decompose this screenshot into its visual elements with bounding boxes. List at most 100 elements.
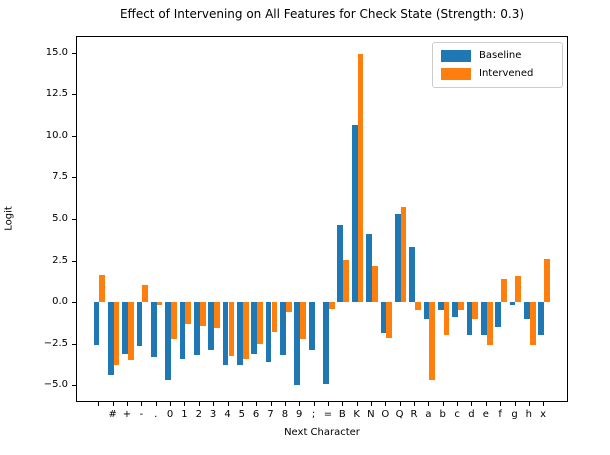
bar-baseline-cat24 <box>437 302 444 311</box>
x-tick-label: O <box>381 409 390 420</box>
bar-intervened-cat11 <box>257 302 263 344</box>
bar-intervened-cat26 <box>472 302 479 319</box>
x-tick-mark <box>543 402 545 406</box>
legend: Baseline Intervened <box>432 42 563 88</box>
x-tick-mark <box>414 402 415 406</box>
y-tick-label: 7.5 <box>52 171 68 183</box>
bar-baseline-cat19 <box>366 234 372 303</box>
bar-baseline-cat29 <box>509 302 516 306</box>
y-tick-label: 0.0 <box>52 296 68 308</box>
bar-intervened-cat13 <box>285 302 292 313</box>
bar-intervened-cat28 <box>501 278 507 303</box>
bar-baseline-cat22 <box>409 247 415 303</box>
x-tick-label: B <box>338 409 346 420</box>
bar-baseline-cat27 <box>480 302 487 336</box>
bar-baseline-cat17 <box>337 224 344 303</box>
x-tick-mark <box>327 402 329 406</box>
x-tick-mark <box>471 402 473 406</box>
intervened-color-swatch <box>441 68 471 80</box>
x-tick-mark <box>428 402 430 406</box>
y-tick-label: 2.5 <box>52 254 68 266</box>
x-tick-mark <box>356 402 358 406</box>
x-tick-label: K <box>353 409 360 420</box>
bar-intervened-cat1 <box>113 302 120 365</box>
bar-intervened-cat22 <box>415 302 421 310</box>
x-tick-label: c <box>454 409 460 420</box>
x-tick-mark <box>442 402 444 406</box>
y-tick-mark <box>72 343 76 345</box>
x-tick-mark <box>270 402 272 406</box>
x-tick-label: # <box>108 409 117 420</box>
bar-baseline-cat21 <box>394 214 401 303</box>
y-tick-mark <box>72 94 76 96</box>
bar-baseline-cat3 <box>136 302 143 347</box>
bar-intervened-cat30 <box>529 302 536 346</box>
bar-baseline-cat12 <box>265 302 272 363</box>
x-axis-label: Next Character <box>284 427 360 438</box>
bar-baseline-cat16 <box>323 302 329 384</box>
x-tick-mark <box>528 402 530 406</box>
x-tick-mark <box>313 402 315 406</box>
x-tick-label: . <box>154 409 158 420</box>
y-tick-label: 15.0 <box>45 46 68 58</box>
bar-baseline-cat9 <box>222 302 229 365</box>
x-tick-mark <box>170 402 172 406</box>
y-tick-mark <box>72 177 76 179</box>
bar-baseline-cat0 <box>93 302 100 346</box>
bar-intervened-cat20 <box>386 302 393 338</box>
x-tick-label: x <box>540 409 547 420</box>
bar-intervened-cat18 <box>357 53 364 303</box>
x-tick-mark <box>141 402 143 406</box>
bar-intervened-cat4 <box>156 302 163 305</box>
bar-intervened-cat6 <box>185 302 192 324</box>
y-axis-label: Logit <box>3 206 15 231</box>
y-tick-label: 5.0 <box>52 213 68 224</box>
x-tick-label: 7 <box>267 409 274 420</box>
y-tick-label: 10.0 <box>45 129 68 141</box>
y-tick-mark <box>72 52 76 54</box>
x-tick-label: - <box>139 409 144 420</box>
x-tick-mark <box>284 402 286 406</box>
x-tick-label: b <box>439 409 446 420</box>
y-tick-mark <box>72 260 76 262</box>
x-tick-mark <box>500 402 502 406</box>
bar-baseline-cat7 <box>194 302 200 356</box>
bar-baseline-cat6 <box>179 302 186 359</box>
x-tick-mark <box>127 402 128 406</box>
x-tick-label: + <box>122 409 132 420</box>
bar-intervened-cat16 <box>328 302 335 309</box>
bar-baseline-cat18 <box>351 125 358 303</box>
x-tick-label: g <box>511 409 518 420</box>
x-tick-mark <box>184 402 186 406</box>
x-tick-label: 3 <box>209 409 217 420</box>
bar-intervened-cat5 <box>171 302 177 339</box>
x-tick-label: h <box>525 409 532 420</box>
bar-baseline-cat28 <box>495 302 502 328</box>
x-tick-label: a <box>425 409 432 420</box>
x-tick-label: e <box>482 409 489 420</box>
bar-intervened-cat8 <box>214 302 220 328</box>
bar-baseline-cat20 <box>380 302 387 333</box>
x-tick-label: = <box>323 409 333 420</box>
x-tick-label: 1 <box>181 409 188 420</box>
x-tick-mark <box>385 402 387 406</box>
legend-label-baseline: Baseline <box>479 50 522 61</box>
bar-intervened-cat7 <box>199 302 206 327</box>
x-tick-mark <box>399 402 401 406</box>
bar-baseline-cat14 <box>294 302 301 386</box>
bar-baseline-cat8 <box>208 302 215 351</box>
x-tick-mark <box>256 402 258 406</box>
bar-baseline-cat10 <box>237 302 243 366</box>
x-tick-label: ; <box>311 409 316 420</box>
x-tick-mark <box>485 402 487 406</box>
x-tick-label: 6 <box>252 409 260 420</box>
bar-baseline-cat25 <box>452 302 459 318</box>
x-tick-label: Q <box>395 409 404 420</box>
y-tick-mark <box>72 219 76 220</box>
bar-intervened-cat21 <box>400 206 407 303</box>
chart-title: Effect of Intervening on All Features fo… <box>119 7 525 21</box>
bar-intervened-cat14 <box>300 302 306 339</box>
bar-baseline-cat26 <box>466 302 473 336</box>
x-tick-mark <box>112 402 114 406</box>
